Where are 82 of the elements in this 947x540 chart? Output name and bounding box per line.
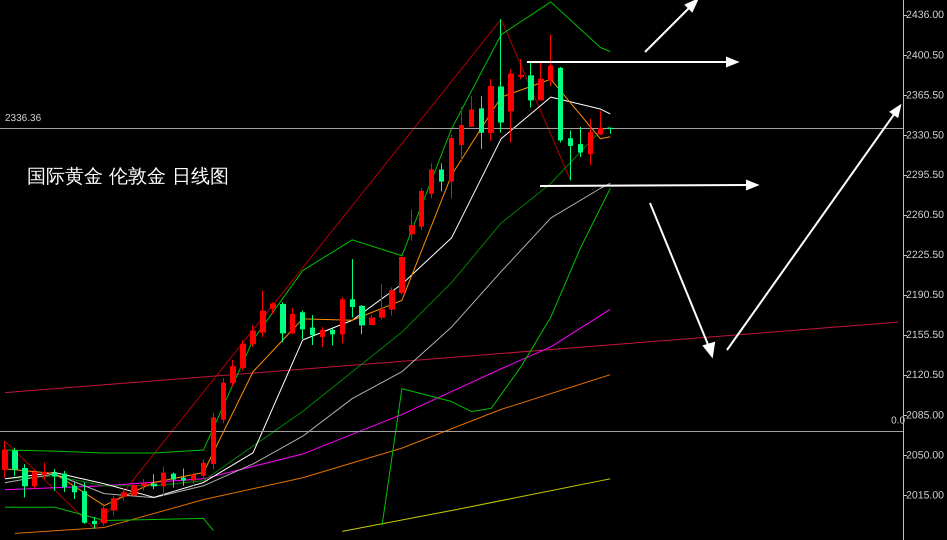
- y-tick-label: 2155.50: [906, 329, 944, 342]
- candlestick: [439, 162, 444, 192]
- text: 国际黄金 伦敦金 日线图: [27, 166, 230, 188]
- candlestick: [101, 505, 107, 526]
- y-tick-label: 2190.50: [906, 289, 944, 302]
- candlestick: [92, 516, 97, 530]
- candlestick: [320, 326, 325, 348]
- candlestick: [161, 466, 166, 496]
- candlestick: [538, 62, 544, 101]
- candlestick: [399, 256, 405, 296]
- candlestick: [221, 378, 226, 424]
- candlestick: [598, 110, 603, 136]
- candlestick: [141, 478, 147, 492]
- candlestick: [369, 314, 375, 326]
- candlestick: [389, 286, 395, 316]
- line-series: [4, 18, 572, 530]
- candlestick: [201, 458, 206, 480]
- candlestick: [568, 130, 573, 181]
- candlestick: [379, 284, 385, 321]
- candlestick: [22, 464, 28, 498]
- candlestick: [310, 314, 315, 346]
- candlestick: [419, 188, 424, 231]
- y-tick-label: 2295.50: [906, 169, 944, 182]
- line-series: [382, 188, 611, 526]
- candlestick: [111, 495, 117, 516]
- candlestick: [479, 95, 484, 150]
- candlestick: [359, 304, 365, 335]
- candlestick: [181, 468, 186, 486]
- y-tick-label: 2050.00: [906, 450, 944, 462]
- candlestick: [350, 258, 355, 318]
- candlestick: [32, 468, 37, 490]
- candlestick: [72, 482, 77, 500]
- candlestick: [280, 302, 286, 343]
- candlestick: [121, 488, 127, 502]
- y-tick-label: 2400.50: [906, 49, 944, 62]
- candlestick: [240, 340, 246, 371]
- candlestick: [518, 58, 524, 80]
- candlestick: [330, 328, 335, 346]
- candlestick: [608, 127, 613, 134]
- y-tick-label: 2015.00: [906, 489, 944, 502]
- candlestick: [449, 134, 454, 200]
- candlestick: [2, 440, 8, 478]
- y-tick-label: 2330.50: [906, 129, 944, 142]
- candlestick: [260, 290, 266, 338]
- candlestick: [508, 68, 514, 143]
- candlestick: [290, 307, 295, 334]
- line-series: [4, 308, 611, 490]
- y-tick-label: 2085.00: [906, 410, 944, 422]
- candlestick: [548, 34, 553, 87]
- candlestick: [250, 324, 256, 348]
- candlestick: [578, 126, 583, 158]
- candlestick: [498, 18, 504, 134]
- candlestick: [131, 482, 137, 498]
- candlestick: [211, 412, 216, 470]
- y-tick-label: 2260.50: [906, 209, 944, 222]
- line-series: [4, 506, 214, 531]
- candlestick: [82, 482, 87, 524]
- ref-line-label: 2336.36: [5, 113, 42, 124]
- candlestick: [340, 296, 345, 344]
- y-tick-label: 2365.50: [906, 89, 944, 102]
- candlestick: [270, 302, 276, 314]
- candlestick: [12, 447, 18, 476]
- candlestick: [429, 162, 434, 199]
- candlestick: [558, 66, 563, 143]
- candlestick: [459, 106, 464, 162]
- candlestick: [469, 96, 474, 128]
- candlestick: [191, 472, 196, 486]
- line-series: [14, 374, 611, 534]
- y-tick-label: 2436.00: [906, 8, 944, 21]
- candlestick: [588, 118, 593, 166]
- candlestick: [42, 462, 47, 480]
- candlestick: [409, 209, 415, 242]
- candlestick: [300, 310, 305, 340]
- candlestick: [528, 60, 534, 108]
- candlestick: [230, 359, 236, 388]
- candlestick: [151, 474, 157, 490]
- y-tick-label: 2225.50: [906, 249, 944, 262]
- y-tick-label: 2120.50: [906, 369, 944, 382]
- candlestick: [488, 78, 494, 142]
- candlestick: [52, 468, 57, 492]
- candlestick: [171, 472, 176, 488]
- candlestick: [62, 470, 67, 492]
